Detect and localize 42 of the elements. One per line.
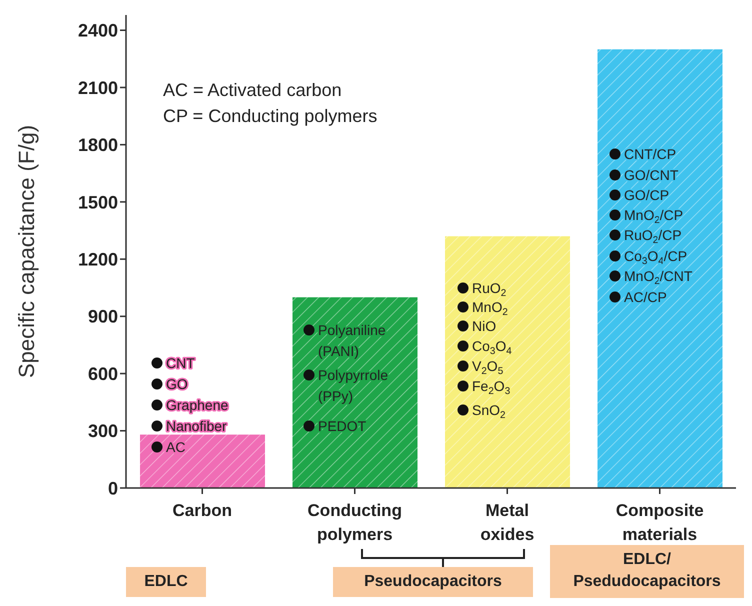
annotation: Graphene <box>166 396 228 413</box>
bar <box>598 49 722 488</box>
text: EDLC/ Psedudocapacitors <box>550 545 744 598</box>
annotation: RuO$_{2}$ <box>472 280 506 299</box>
annotation: RuO$_{2}$/CP <box>624 226 682 246</box>
annotation: AC/CP <box>624 288 667 305</box>
annotation: MnO$_{2}$/CNT <box>624 268 693 287</box>
annotation: GO/CNT <box>624 166 679 183</box>
annotation: SnO$_{2}$ <box>472 402 506 421</box>
text: EDLC <box>126 567 206 597</box>
x-tick-label: Conducting polymers <box>308 501 402 544</box>
y-axis-title: Specific capacitance (F/g) <box>14 124 39 378</box>
y-tick-label: 900 <box>88 306 118 327</box>
annotation: GO/CP <box>624 186 670 203</box>
annotation: MnO$_{2}$ <box>472 298 508 318</box>
annotation: Nanofiber <box>166 418 228 434</box>
y-tick-label: 1800 <box>78 135 118 156</box>
annotation: MnO$_{2}$/CP <box>624 206 684 226</box>
x-tick-label: Composite materials <box>616 501 704 544</box>
x-tick-label: Metal oxides <box>480 501 534 544</box>
annotation: CP = Conducting polymers <box>163 106 378 127</box>
y-tick-label: 0 <box>108 478 118 498</box>
y-tick-label: 2400 <box>78 20 118 41</box>
y-tick-label: 1500 <box>78 192 118 212</box>
text: Pseudocapacitors <box>333 567 533 597</box>
y-tick-label: 1200 <box>78 250 118 270</box>
annotation: CNT/CP <box>624 146 676 162</box>
annotation: Co$_{3}$O$_{4}$ <box>472 338 512 357</box>
annotation: AC = Activated carbon <box>163 80 342 101</box>
annotation: GO <box>166 376 188 392</box>
y-tick-label: 600 <box>88 364 118 384</box>
annotation: V$_{2}$O$_{5}$ <box>472 358 504 377</box>
bar <box>140 434 265 488</box>
annotation: AC <box>166 438 186 455</box>
x-tick-label: Carbon <box>172 501 232 520</box>
y-tick-label: 300 <box>88 421 118 442</box>
y-tick-label: 2100 <box>78 78 118 98</box>
annotation: CNT <box>166 354 196 371</box>
annotation: Fe$_{2}$O$_{3}$ <box>472 378 511 397</box>
annotation: Co$_{3}$O$_{4}$/CP <box>624 248 688 267</box>
bar <box>445 236 570 488</box>
annotation: NiO <box>472 318 496 334</box>
